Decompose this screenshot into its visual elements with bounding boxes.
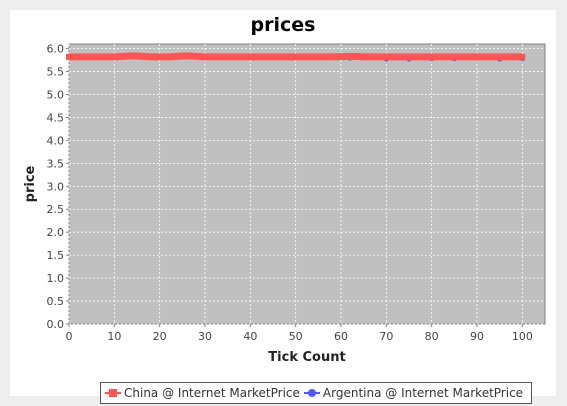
- data-point-china: [238, 53, 245, 60]
- y-tick-label: 5.0: [47, 88, 65, 101]
- data-point-china: [129, 52, 136, 59]
- data-point-china: [437, 53, 444, 60]
- x-tick-label: 0: [66, 330, 73, 343]
- axes: 0.0 0.5 1.0 1.5 2.0 2.5 3.0 3.5 4.0 4.5 5.0 5.5 6.0 0…: [47, 43, 533, 343]
- y-tick-label: 3.5: [47, 157, 65, 170]
- data-point-china: [310, 53, 317, 60]
- legend-swatch-china: [105, 388, 121, 398]
- data-point-china: [519, 53, 526, 60]
- x-tick-label: 20: [153, 330, 167, 343]
- y-tick-label: 3.0: [47, 180, 65, 193]
- data-point-china: [183, 52, 190, 59]
- x-axis-label: Tick Count: [268, 350, 345, 365]
- y-tick-label: 1.0: [47, 272, 65, 285]
- data-point-china: [292, 53, 299, 60]
- data-point-china: [202, 53, 208, 60]
- chart-svg: prices 0.0 0.5 1.0 1.5 2.0 2.5 3.0 3.5 4.0 4.5 5.0…: [23, 14, 546, 365]
- x-tick-label: 40: [243, 330, 257, 343]
- legend-item-china: China @ Internet MarketPrice: [105, 386, 300, 400]
- chart-title: prices: [251, 14, 316, 36]
- data-point-china: [88, 53, 95, 60]
- data-point-china: [419, 53, 426, 60]
- legend-swatch-argentina: [303, 388, 320, 398]
- chart-panel: prices 0.0 0.5 1.0 1.5 2.0 2.5 3.0 3.5 4.0 4.5 5.0…: [10, 10, 556, 404]
- data-point-china: [256, 53, 263, 60]
- data-point-china: [328, 53, 335, 60]
- data-point-china: [274, 53, 281, 60]
- legend-label-argentina: Argentina @ Internet MarketPrice: [322, 386, 524, 400]
- x-tick-label: 60: [334, 330, 348, 343]
- data-point-china: [147, 53, 154, 60]
- legend-label-china: China @ Internet MarketPrice: [124, 386, 300, 400]
- x-tick-label: 70: [379, 330, 393, 343]
- series-layer: [66, 52, 526, 62]
- x-tick-label: 10: [107, 330, 121, 343]
- data-point-china: [455, 53, 462, 60]
- legend-item-argentina: Argentina @ Internet MarketPrice: [303, 386, 524, 400]
- data-point-china: [492, 53, 499, 60]
- y-tick-label: 2.5: [47, 203, 65, 216]
- data-point-china: [111, 53, 118, 60]
- data-point-china: [401, 53, 408, 60]
- plot-area: [68, 43, 546, 325]
- x-tick-label: 90: [470, 330, 484, 343]
- y-tick-label: 2.0: [47, 226, 65, 239]
- y-tick-label: 0.5: [47, 295, 65, 308]
- y-tick-label: 1.5: [47, 249, 65, 262]
- data-point-china: [474, 53, 480, 60]
- x-tick-label: 30: [198, 330, 212, 343]
- data-point-china: [510, 53, 517, 60]
- data-point-china: [66, 53, 72, 60]
- y-axis-label: price: [23, 165, 38, 202]
- x-tick-label: 80: [425, 330, 439, 343]
- data-point-china: [165, 53, 172, 60]
- x-tick-label: 50: [289, 330, 303, 343]
- y-tick-label: 4.5: [47, 111, 65, 124]
- data-point-china: [365, 53, 372, 60]
- data-point-china: [347, 53, 354, 60]
- y-tick-label: 0.0: [47, 318, 65, 331]
- x-tick-label: 100: [512, 330, 533, 343]
- y-tick-label: 5.5: [47, 66, 65, 79]
- data-point-china: [220, 53, 227, 60]
- y-tick-label: 4.0: [47, 134, 65, 147]
- data-point-china: [383, 53, 390, 60]
- legend: China @ Internet MarketPrice Argentina @…: [100, 382, 533, 404]
- grid-lines: [68, 44, 545, 325]
- y-tick-label: 6.0: [47, 43, 65, 56]
